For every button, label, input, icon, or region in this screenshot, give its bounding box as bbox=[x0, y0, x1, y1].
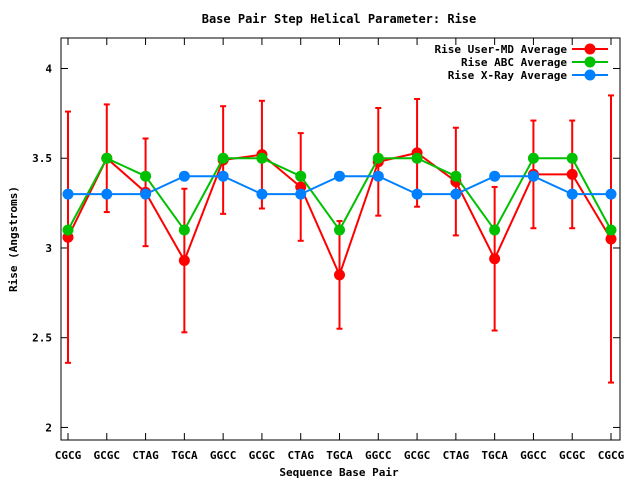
data-point bbox=[605, 233, 617, 245]
x-tick-label: CTAG bbox=[287, 449, 314, 462]
data-point bbox=[411, 188, 423, 200]
y-tick-label: 2 bbox=[45, 421, 52, 434]
y-axis: 2 2.5 3 3.5 4 bbox=[32, 63, 620, 434]
x-axis-label: Sequence Base Pair bbox=[279, 466, 399, 479]
legend-label: Rise ABC Average bbox=[461, 56, 567, 69]
x-tick-label: GCGC bbox=[94, 449, 121, 462]
data-point bbox=[295, 170, 307, 182]
legend-swatch-marker bbox=[584, 56, 596, 68]
x-tick-label: CGCG bbox=[598, 449, 625, 462]
data-point bbox=[295, 188, 307, 200]
x-tick-label: TGCA bbox=[481, 449, 508, 462]
x-tick-label: TGCA bbox=[326, 449, 353, 462]
data-point bbox=[489, 253, 501, 265]
data-point bbox=[101, 188, 113, 200]
data-point bbox=[566, 188, 578, 200]
x-tick-label: CGCG bbox=[55, 449, 82, 462]
data-point bbox=[334, 269, 345, 281]
x-tick-label: TGCA bbox=[171, 449, 198, 462]
data-point bbox=[62, 188, 74, 200]
data-point bbox=[566, 168, 578, 180]
series-layer bbox=[62, 94, 617, 384]
y-tick-label: 3 bbox=[45, 242, 52, 255]
data-point bbox=[527, 152, 539, 164]
series-2 bbox=[62, 152, 617, 236]
y-tick-label: 4 bbox=[45, 63, 52, 76]
data-point bbox=[372, 170, 384, 182]
data-point bbox=[178, 170, 190, 182]
x-tick-label: GGCC bbox=[210, 449, 237, 462]
x-tick-label: GCGC bbox=[404, 449, 431, 462]
data-point bbox=[605, 188, 617, 200]
data-point bbox=[372, 152, 384, 164]
series-3 bbox=[62, 170, 617, 200]
data-point bbox=[101, 152, 113, 164]
data-point bbox=[217, 152, 229, 164]
data-point bbox=[566, 152, 578, 164]
x-tick-label: GCGC bbox=[249, 449, 276, 462]
x-tick-label: CTAG bbox=[443, 449, 470, 462]
data-point bbox=[489, 170, 501, 182]
data-point bbox=[217, 170, 229, 182]
legend-swatch-marker bbox=[584, 43, 596, 55]
series-1 bbox=[62, 94, 617, 384]
data-point bbox=[527, 170, 539, 182]
x-axis: CGCG GCGC CTAG TGCA GGCC GCGC CTAG TGCA GGCC GCGC… bbox=[55, 38, 625, 462]
data-point bbox=[140, 188, 152, 200]
data-point bbox=[140, 170, 152, 182]
y-tick-label: 3.5 bbox=[32, 152, 52, 165]
data-point bbox=[178, 224, 190, 236]
x-tick-label: GGCC bbox=[520, 449, 547, 462]
legend-label: Rise User-MD Average bbox=[435, 43, 568, 56]
data-point bbox=[256, 152, 268, 164]
data-point bbox=[178, 255, 190, 267]
y-axis-label: Rise (Angstroms) bbox=[7, 186, 20, 292]
data-point bbox=[605, 224, 617, 236]
x-tick-label: CTAG bbox=[132, 449, 159, 462]
legend-swatch-marker bbox=[584, 69, 596, 81]
x-tick-label: GCGC bbox=[559, 449, 586, 462]
plot-frame bbox=[60, 37, 621, 441]
data-point bbox=[334, 224, 345, 236]
y-tick-label: 2.5 bbox=[32, 332, 52, 345]
data-point bbox=[489, 224, 501, 236]
data-point bbox=[411, 152, 423, 164]
data-point bbox=[256, 188, 268, 200]
data-point bbox=[450, 170, 462, 182]
data-point bbox=[62, 224, 74, 236]
chart-title: Base Pair Step Helical Parameter: Rise bbox=[202, 12, 477, 26]
data-point bbox=[334, 170, 345, 182]
legend-label: Rise X-Ray Average bbox=[448, 69, 568, 82]
data-point bbox=[450, 188, 462, 200]
x-tick-label: GGCC bbox=[365, 449, 392, 462]
